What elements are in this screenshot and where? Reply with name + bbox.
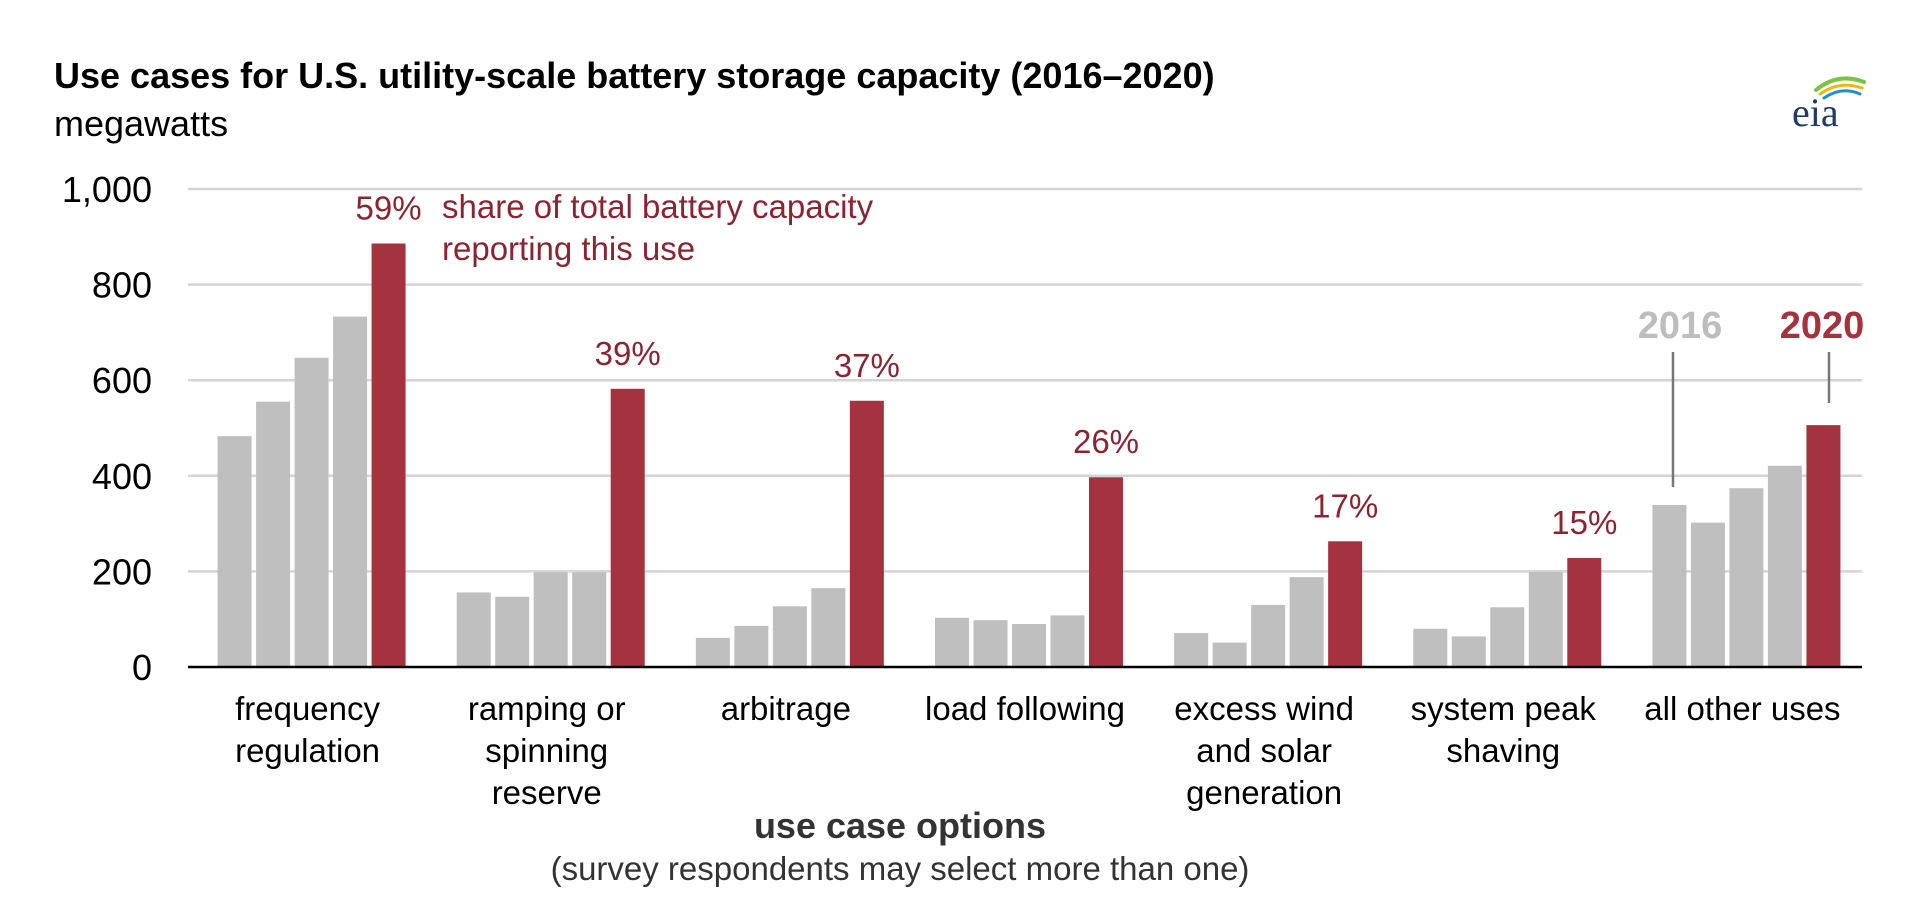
bar-2019	[1528, 571, 1563, 667]
chart-title: Use cases for U.S. utility-scale battery…	[54, 55, 1215, 96]
y-tick-label: 1,000	[62, 169, 152, 210]
bar-2016	[1413, 628, 1448, 667]
category-label: system peak shaving	[1411, 690, 1597, 769]
category-label: load following	[925, 690, 1125, 727]
bar-2016	[217, 436, 252, 667]
legend-2016: 2016	[1638, 305, 1723, 347]
y-tick-label: 600	[92, 360, 152, 401]
bar-2018	[533, 572, 568, 667]
bar-2018	[1012, 623, 1046, 667]
bar-2016	[695, 637, 730, 667]
share-label: 59%	[356, 189, 422, 226]
bar-2016	[1174, 633, 1209, 667]
bar-2017	[1212, 642, 1247, 667]
bar-2019	[811, 588, 846, 667]
bar-2018	[294, 357, 329, 667]
bar-2020	[849, 400, 884, 667]
share-label: 15%	[1551, 504, 1617, 541]
bar-2018	[1729, 488, 1764, 667]
y-tick-label: 800	[92, 265, 152, 306]
category-label: excess wind and solar generation	[1174, 690, 1354, 811]
bar-2018	[1490, 607, 1525, 667]
bar-2020	[1567, 558, 1602, 667]
bar-2020	[1328, 541, 1363, 667]
bar-2017	[495, 596, 530, 667]
bar-2020	[1089, 477, 1123, 667]
bar-2017	[256, 401, 291, 667]
annotation-line-1: share of total battery capacity	[442, 188, 874, 225]
bar-2019	[1050, 615, 1085, 667]
bar-2019	[1289, 577, 1324, 667]
bar-2016	[1652, 504, 1687, 667]
bar-2017	[1690, 522, 1725, 667]
bar-2018	[1251, 604, 1286, 667]
category-label: all other uses	[1644, 690, 1840, 727]
y-tick-label: 200	[92, 551, 152, 592]
y-tick-label: 400	[92, 456, 152, 497]
share-label: 39%	[595, 335, 661, 372]
bar-2019	[333, 316, 368, 667]
category-label: frequency regulation	[235, 690, 380, 769]
x-axis-subtitle: (survey respondents may select more than…	[551, 850, 1250, 887]
bar-2017	[973, 620, 1008, 667]
bar-2019	[572, 572, 607, 667]
bar-2020	[610, 388, 645, 667]
annotation-line-2: reporting this use	[442, 230, 695, 267]
share-label: 37%	[834, 347, 900, 384]
y-tick-label: 0	[132, 647, 152, 688]
bar-2019	[1767, 465, 1802, 667]
eia-logo: eia	[1792, 76, 1866, 132]
bar-2017	[734, 625, 769, 667]
category-label: ramping or spinning reserve	[468, 690, 626, 811]
x-axis-title: use case options	[754, 805, 1046, 846]
legend-2020: 2020	[1780, 305, 1865, 347]
category-label: arbitrage	[721, 690, 851, 727]
share-label: 26%	[1073, 423, 1139, 460]
share-label: 17%	[1312, 487, 1378, 524]
bar-2020	[371, 243, 406, 667]
bar-2016	[935, 617, 969, 667]
svg-text:eia: eia	[1792, 90, 1839, 132]
y-axis-units: megawatts	[54, 103, 229, 144]
bar-2020	[1806, 425, 1841, 667]
bar-2016	[456, 592, 491, 667]
bar-2017	[1451, 636, 1486, 667]
bar-2018	[772, 606, 807, 667]
